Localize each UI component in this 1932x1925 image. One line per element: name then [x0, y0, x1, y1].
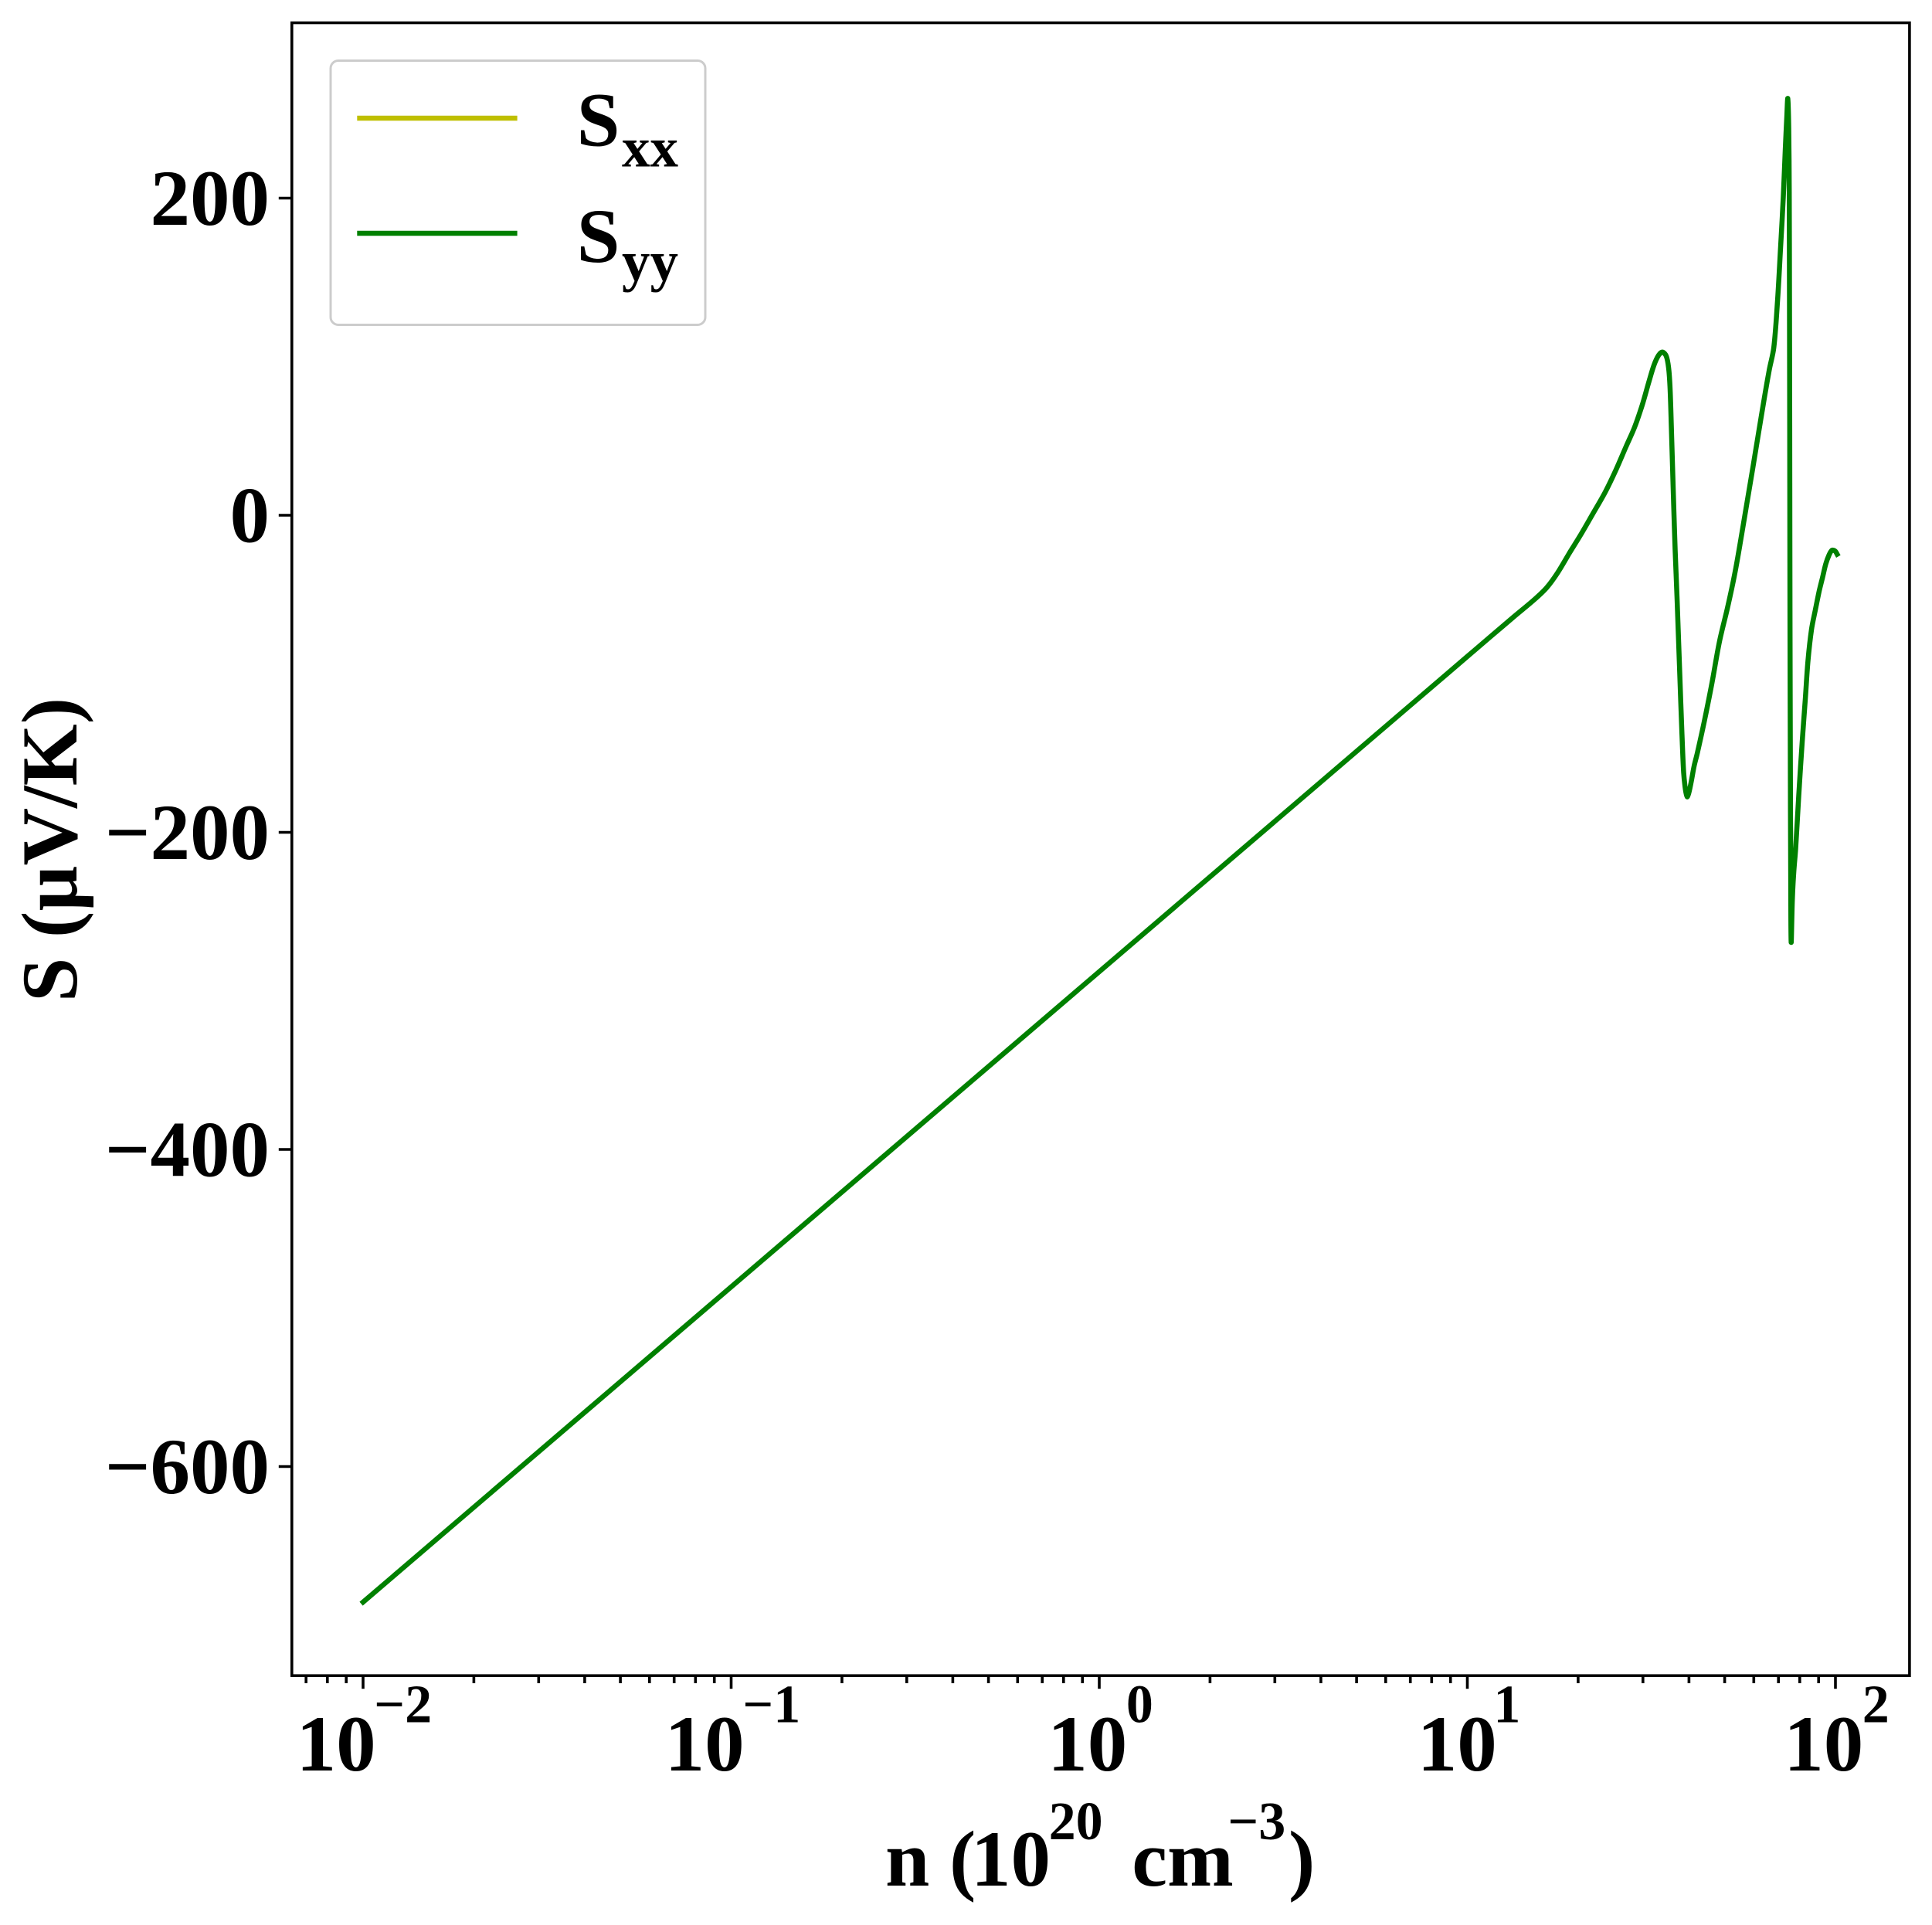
svg-text:S: S — [577, 193, 620, 279]
svg-text:−200: −200 — [105, 789, 270, 877]
svg-text:10: 10 — [1418, 1700, 1497, 1788]
svg-text:−600: −600 — [105, 1423, 270, 1511]
svg-text:2: 2 — [1862, 1675, 1890, 1735]
svg-text:1: 1 — [1493, 1675, 1520, 1735]
svg-text:xx: xx — [622, 116, 679, 178]
svg-text:0: 0 — [230, 472, 270, 560]
svg-text:10: 10 — [1784, 1700, 1863, 1788]
svg-text:yy: yy — [622, 230, 678, 293]
svg-text:200: 200 — [151, 154, 270, 243]
svg-text:S (µV/K): S (µV/K) — [6, 698, 94, 1002]
svg-text:cm: cm — [1132, 1815, 1234, 1903]
svg-text:0: 0 — [1126, 1675, 1153, 1735]
svg-text:−3: −3 — [1227, 1792, 1285, 1852]
svg-text:−2: −2 — [374, 1675, 432, 1735]
svg-text:20: 20 — [1049, 1792, 1103, 1852]
svg-text:10: 10 — [971, 1815, 1051, 1903]
svg-text:−400: −400 — [105, 1106, 270, 1194]
svg-text:−1: −1 — [742, 1675, 800, 1735]
svg-text:10: 10 — [665, 1700, 745, 1788]
svg-text:10: 10 — [1047, 1700, 1127, 1788]
svg-text:S: S — [577, 77, 620, 163]
svg-text:10: 10 — [297, 1700, 376, 1788]
svg-text:n (: n ( — [885, 1815, 976, 1903]
svg-text:): ) — [1289, 1815, 1315, 1903]
